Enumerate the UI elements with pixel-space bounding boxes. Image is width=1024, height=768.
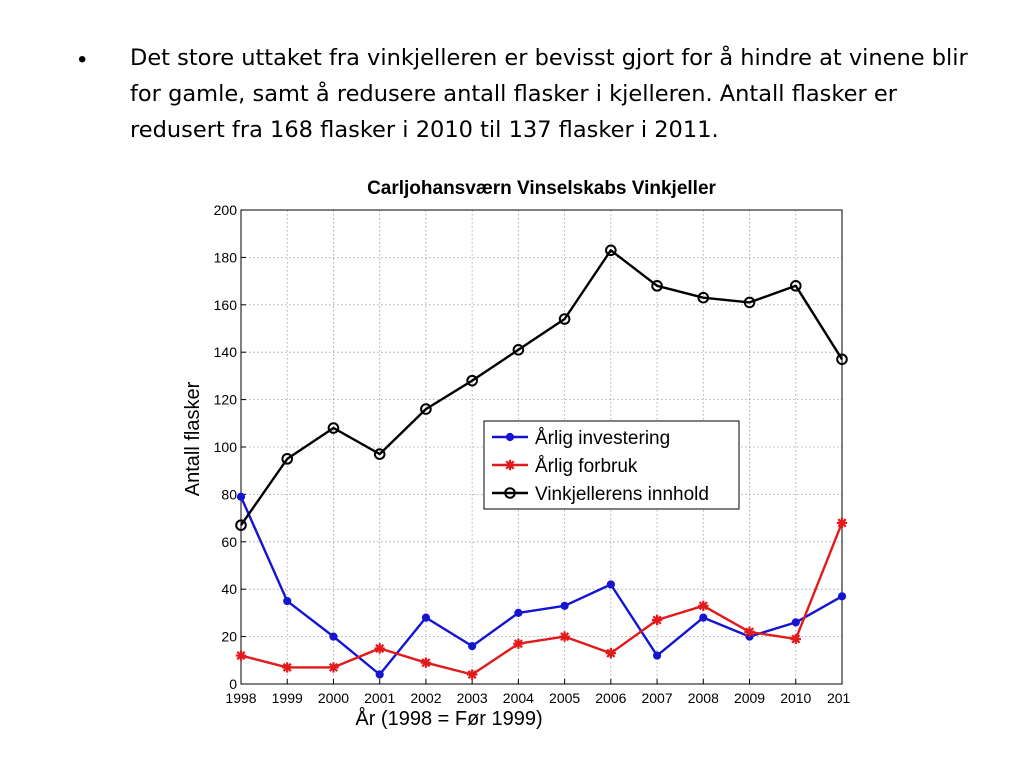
x-tick-label: 1998	[225, 690, 256, 706]
data-point	[699, 613, 708, 622]
data-point	[468, 641, 477, 651]
x-tick-label: 2010	[780, 690, 811, 706]
data-point	[283, 596, 292, 606]
series-1	[236, 492, 847, 679]
data-point	[837, 592, 847, 601]
y-tick-label: 60	[221, 534, 237, 550]
x-tick-label: 2008	[688, 690, 719, 706]
series-line	[240, 522, 844, 676]
data-point	[743, 296, 756, 309]
data-point	[328, 662, 339, 673]
data-point	[282, 662, 293, 673]
y-tick-label: 200	[214, 202, 238, 218]
data-point	[374, 643, 385, 654]
series-line	[240, 249, 844, 526]
data-point	[375, 670, 384, 679]
chart-title: Carljohansværn Vinselskabs Vinkjeller	[367, 178, 716, 199]
legend-item-3: Vinkjellerens innhold	[492, 484, 709, 505]
data-point	[836, 517, 848, 529]
data-point	[236, 492, 246, 501]
data-point	[281, 453, 294, 465]
data-point	[329, 632, 338, 641]
bullet-point: •	[78, 46, 87, 73]
data-point	[513, 638, 524, 649]
bullet-text: Det store uttaket fra vinkjelleren er be…	[130, 45, 968, 143]
x-tick-label: 2000	[318, 690, 349, 706]
data-point	[512, 344, 525, 356]
x-tick-label: 2005	[549, 690, 580, 706]
data-point	[789, 280, 802, 292]
data-point	[505, 432, 515, 442]
series-group	[235, 244, 848, 680]
data-point	[606, 580, 615, 589]
data-point	[790, 633, 801, 645]
x-tick-label: 2002	[410, 690, 441, 706]
x-tick-label: 2003	[457, 690, 488, 706]
x-tick-label: 2004	[503, 690, 534, 706]
x-tick-label: 2007	[641, 690, 672, 706]
data-point	[605, 244, 617, 257]
data-point	[504, 487, 516, 499]
y-tick-label: 40	[221, 581, 237, 597]
data-point	[698, 600, 709, 611]
legend-label: Vinkjellerens innhold	[535, 484, 709, 505]
line-chart: 0 20 40 60 80 100 120 140 160 180 200 1998 1999 2000 2…	[182, 178, 850, 730]
data-point	[420, 403, 432, 415]
series-line	[239, 496, 843, 676]
x-tick-label: 2006	[595, 690, 626, 706]
legend-label: Årlig forbruk	[535, 456, 638, 477]
data-point	[560, 601, 569, 610]
y-tick-label: 100	[214, 439, 238, 455]
data-point	[235, 519, 247, 532]
data-point	[559, 631, 570, 642]
data-point	[836, 353, 848, 366]
y-tick-label: 0	[229, 676, 237, 692]
data-point	[421, 613, 431, 622]
data-point	[420, 657, 432, 668]
data-point	[652, 651, 662, 660]
data-point	[697, 291, 710, 304]
y-tick-label: 80	[221, 486, 237, 502]
data-point	[744, 626, 755, 638]
series-2	[235, 517, 848, 680]
data-point	[466, 374, 478, 387]
data-point	[466, 669, 478, 680]
legend: Årlig investering Årlig forbruk Vinkjeller…	[483, 420, 740, 510]
series-3	[235, 244, 848, 532]
data-point	[373, 448, 386, 460]
x-axis-label: År (1998 = Før 1999)	[355, 707, 542, 730]
legend-item-2: Årlig forbruk	[492, 456, 638, 477]
data-point	[791, 618, 800, 627]
x-tick-label: 2009	[734, 690, 765, 706]
y-tick-label: 180	[214, 249, 238, 265]
data-point	[605, 647, 617, 659]
data-point	[558, 313, 571, 325]
data-point	[235, 650, 247, 661]
data-point	[327, 422, 340, 434]
y-tick-label: 120	[214, 392, 238, 408]
y-axis-label: Antall flasker	[182, 381, 204, 496]
x-tick-label: 2011	[827, 690, 850, 706]
legend-item-1: Årlig investering	[492, 428, 670, 449]
y-tick-label: 160	[214, 297, 238, 313]
data-point	[651, 614, 663, 626]
y-tick-label: 20	[221, 629, 237, 645]
x-tick-label: 2001	[364, 690, 395, 706]
data-point	[651, 280, 663, 292]
data-point	[514, 608, 523, 617]
data-point	[504, 459, 516, 471]
y-tick-label: 140	[214, 344, 238, 360]
axis-ticks: 0 20 40 60 80 100 120 140 160 180 200 1998 1999 2000 2…	[214, 202, 850, 706]
legend-label: Årlig investering	[535, 428, 670, 449]
x-tick-label: 1999	[272, 690, 303, 706]
